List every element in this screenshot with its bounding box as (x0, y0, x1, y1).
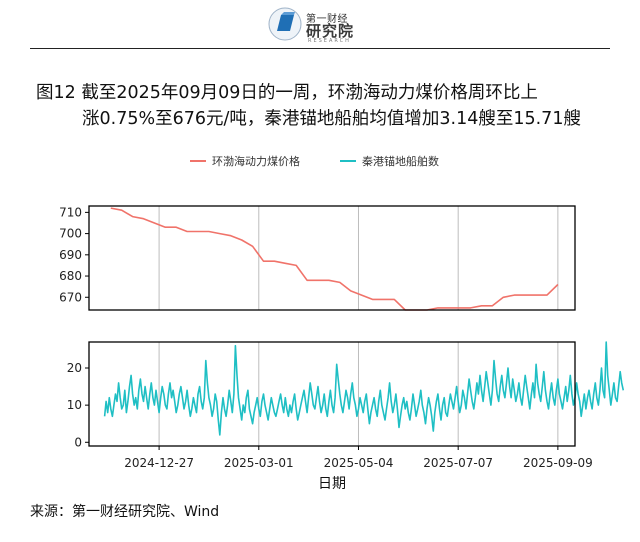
y-tick-label: 690 (59, 248, 82, 262)
y-tick-label: 680 (59, 269, 82, 283)
logo-top-text: 第一财经 (306, 14, 348, 25)
ships-panel: 0 10 20 (67, 341, 625, 449)
y-tick-label: 0 (74, 435, 82, 449)
header-divider (30, 48, 610, 49)
panel-frame (88, 341, 576, 447)
logo-main-text: 研究院 (306, 22, 355, 40)
figure-title: 图12 截至2025年09月09日的一周，环渤海动力煤价格周环比上 涨0.75%… (36, 80, 616, 132)
chart-legend: 环渤海动力煤价格 秦港锚地船舶数 (190, 154, 439, 168)
panel-frame (88, 205, 576, 311)
y-tick-label: 20 (67, 361, 82, 375)
y-tick-label: 710 (59, 205, 82, 219)
figure-source: 来源：第一财经研究院、Wind (30, 504, 220, 520)
y-tick-label: 670 (59, 290, 82, 304)
legend-label: 环渤海动力煤价格 (212, 154, 300, 168)
figure-title-line1: 图12 截至2025年09月09日的一周，环渤海动力煤价格周环比上 (36, 83, 538, 103)
brand-logo: 第一财经 研究院 RESEARCH (268, 6, 378, 44)
logo-icon (268, 7, 302, 41)
ships-series-line (103, 341, 625, 436)
x-tick-label: 2025-07-07 (423, 456, 493, 470)
x-axis: 2024-12-27 2025-03-01 2025-05-04 2025-07-07… (124, 446, 593, 492)
x-tick-label: 2025-09-09 (523, 456, 593, 470)
y-tick-label: 700 (59, 227, 82, 241)
price-panel: 670 680 690 700 710 (59, 205, 576, 311)
legend-label: 秦港锚地船舶数 (362, 154, 439, 168)
logo-sub-text: RESEARCH (308, 38, 351, 44)
price-series-line (110, 207, 559, 311)
x-tick-label: 2024-12-27 (124, 456, 194, 470)
figure-title-line2: 涨0.75%至676元/吨，秦港锚地船舶均值增加3.14艘至15.71艘 (82, 109, 581, 129)
x-tick-label: 2025-03-01 (224, 456, 294, 470)
y-tick-label: 10 (67, 398, 82, 412)
x-axis-label: 日期 (318, 476, 346, 492)
x-tick-label: 2025-05-04 (324, 456, 394, 470)
